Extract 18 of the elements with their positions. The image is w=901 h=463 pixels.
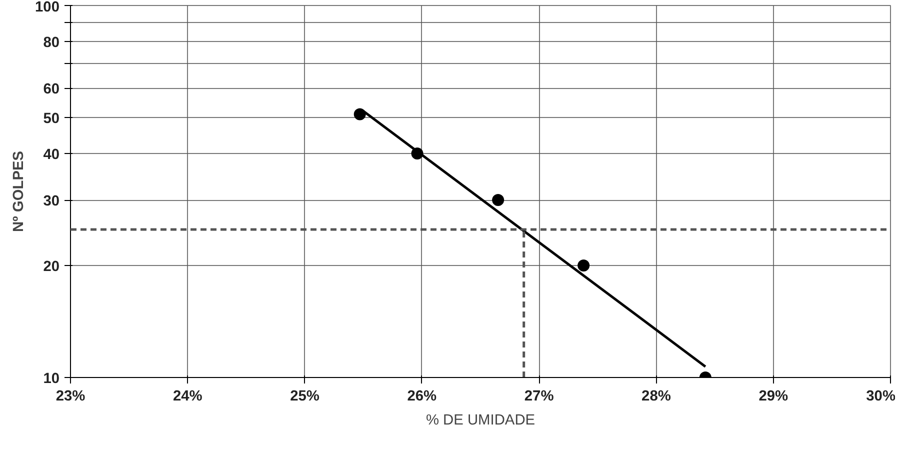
x-tick-label: 28% (642, 388, 671, 404)
x-tick-label: 24% (172, 388, 202, 404)
x-tick-label: 27% (524, 388, 554, 404)
y-tick-label: 80 (43, 35, 60, 52)
y-tick-label: 50 (43, 110, 60, 127)
x-axis-title: % DE UMIDADE (426, 412, 536, 428)
y-tick-label: 20 (43, 259, 60, 276)
y-tick-label: 100 (35, 0, 60, 16)
y-tick-label: 30 (43, 194, 60, 210)
y-axis-title: Nº GOLPES (11, 150, 28, 232)
y-tick-label: 10 (43, 371, 60, 387)
y-tick-label: 60 (43, 82, 60, 98)
x-tick-label: 26% (407, 388, 437, 404)
x-tick-label: 30% (866, 388, 896, 404)
x-tick-label: 25% (290, 388, 320, 404)
x-tick-label: 29% (758, 388, 788, 404)
x-tick-label: 23% (56, 388, 86, 404)
y-tick-label: 40 (43, 147, 60, 164)
